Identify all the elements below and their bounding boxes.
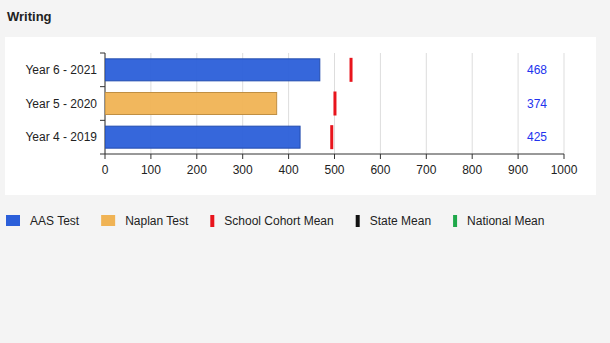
x-tick-label: 200 xyxy=(187,163,207,177)
data-label: 468 xyxy=(527,63,547,77)
category-label: Year 4 - 2019 xyxy=(25,130,97,144)
x-tick-label: 600 xyxy=(370,163,390,177)
y-tick xyxy=(100,154,105,155)
x-tick xyxy=(518,154,519,159)
grid-line xyxy=(518,53,519,154)
grid-line xyxy=(380,53,381,154)
grid xyxy=(105,53,564,154)
x-tick xyxy=(426,154,427,159)
x-tick xyxy=(334,154,335,159)
chart: Writing 0 100 200 300 400 500 600 700 800 900 1000 Y… xyxy=(0,0,610,343)
x-tick-label: 100 xyxy=(141,163,161,177)
mean-marker xyxy=(330,125,333,149)
legend-label: School Cohort Mean xyxy=(224,214,333,228)
x-tick-label: 800 xyxy=(462,163,482,177)
x-tick-label: 400 xyxy=(279,163,299,177)
legend-swatch xyxy=(453,215,457,227)
x-tick-label: 300 xyxy=(233,163,253,177)
x-tick xyxy=(288,154,289,159)
y-tick xyxy=(100,53,105,54)
bar xyxy=(105,93,277,115)
x-tick-label: 0 xyxy=(102,163,109,177)
bar xyxy=(105,59,320,81)
y-tick xyxy=(100,86,105,87)
x-tick-label: 900 xyxy=(508,163,528,177)
marks xyxy=(105,58,353,149)
data-label: 374 xyxy=(527,97,547,111)
legend-swatch xyxy=(210,215,214,227)
mean-marker xyxy=(350,58,353,82)
panel xyxy=(5,37,596,195)
category-label: Year 6 - 2021 xyxy=(25,63,97,77)
category-label: Year 5 - 2020 xyxy=(25,97,97,111)
x-tick xyxy=(472,154,473,159)
x-tick xyxy=(564,154,565,159)
legend-label: Naplan Test xyxy=(125,214,189,228)
legend-label: AAS Test xyxy=(30,214,80,228)
x-tick xyxy=(150,154,151,159)
x-tick-label: 700 xyxy=(416,163,436,177)
x-tick-label: 1000 xyxy=(551,163,578,177)
x-axis xyxy=(105,154,564,155)
grid-line xyxy=(472,53,473,154)
bar xyxy=(105,126,300,148)
legend-swatch xyxy=(356,215,360,227)
title: Writing xyxy=(7,9,52,24)
grid-line xyxy=(426,53,427,154)
x-tick xyxy=(196,154,197,159)
y-tick xyxy=(100,120,105,121)
mean-marker xyxy=(333,92,336,116)
x-tick-label: 500 xyxy=(324,163,344,177)
x-tick xyxy=(380,154,381,159)
legend-swatch xyxy=(6,215,20,226)
legend-label: State Mean xyxy=(370,214,431,228)
x-tick xyxy=(105,154,106,159)
legend-label: National Mean xyxy=(467,214,544,228)
x-tick xyxy=(242,154,243,159)
grid-line xyxy=(564,53,565,154)
data-label: 425 xyxy=(527,130,547,144)
legend-swatch xyxy=(101,215,115,226)
